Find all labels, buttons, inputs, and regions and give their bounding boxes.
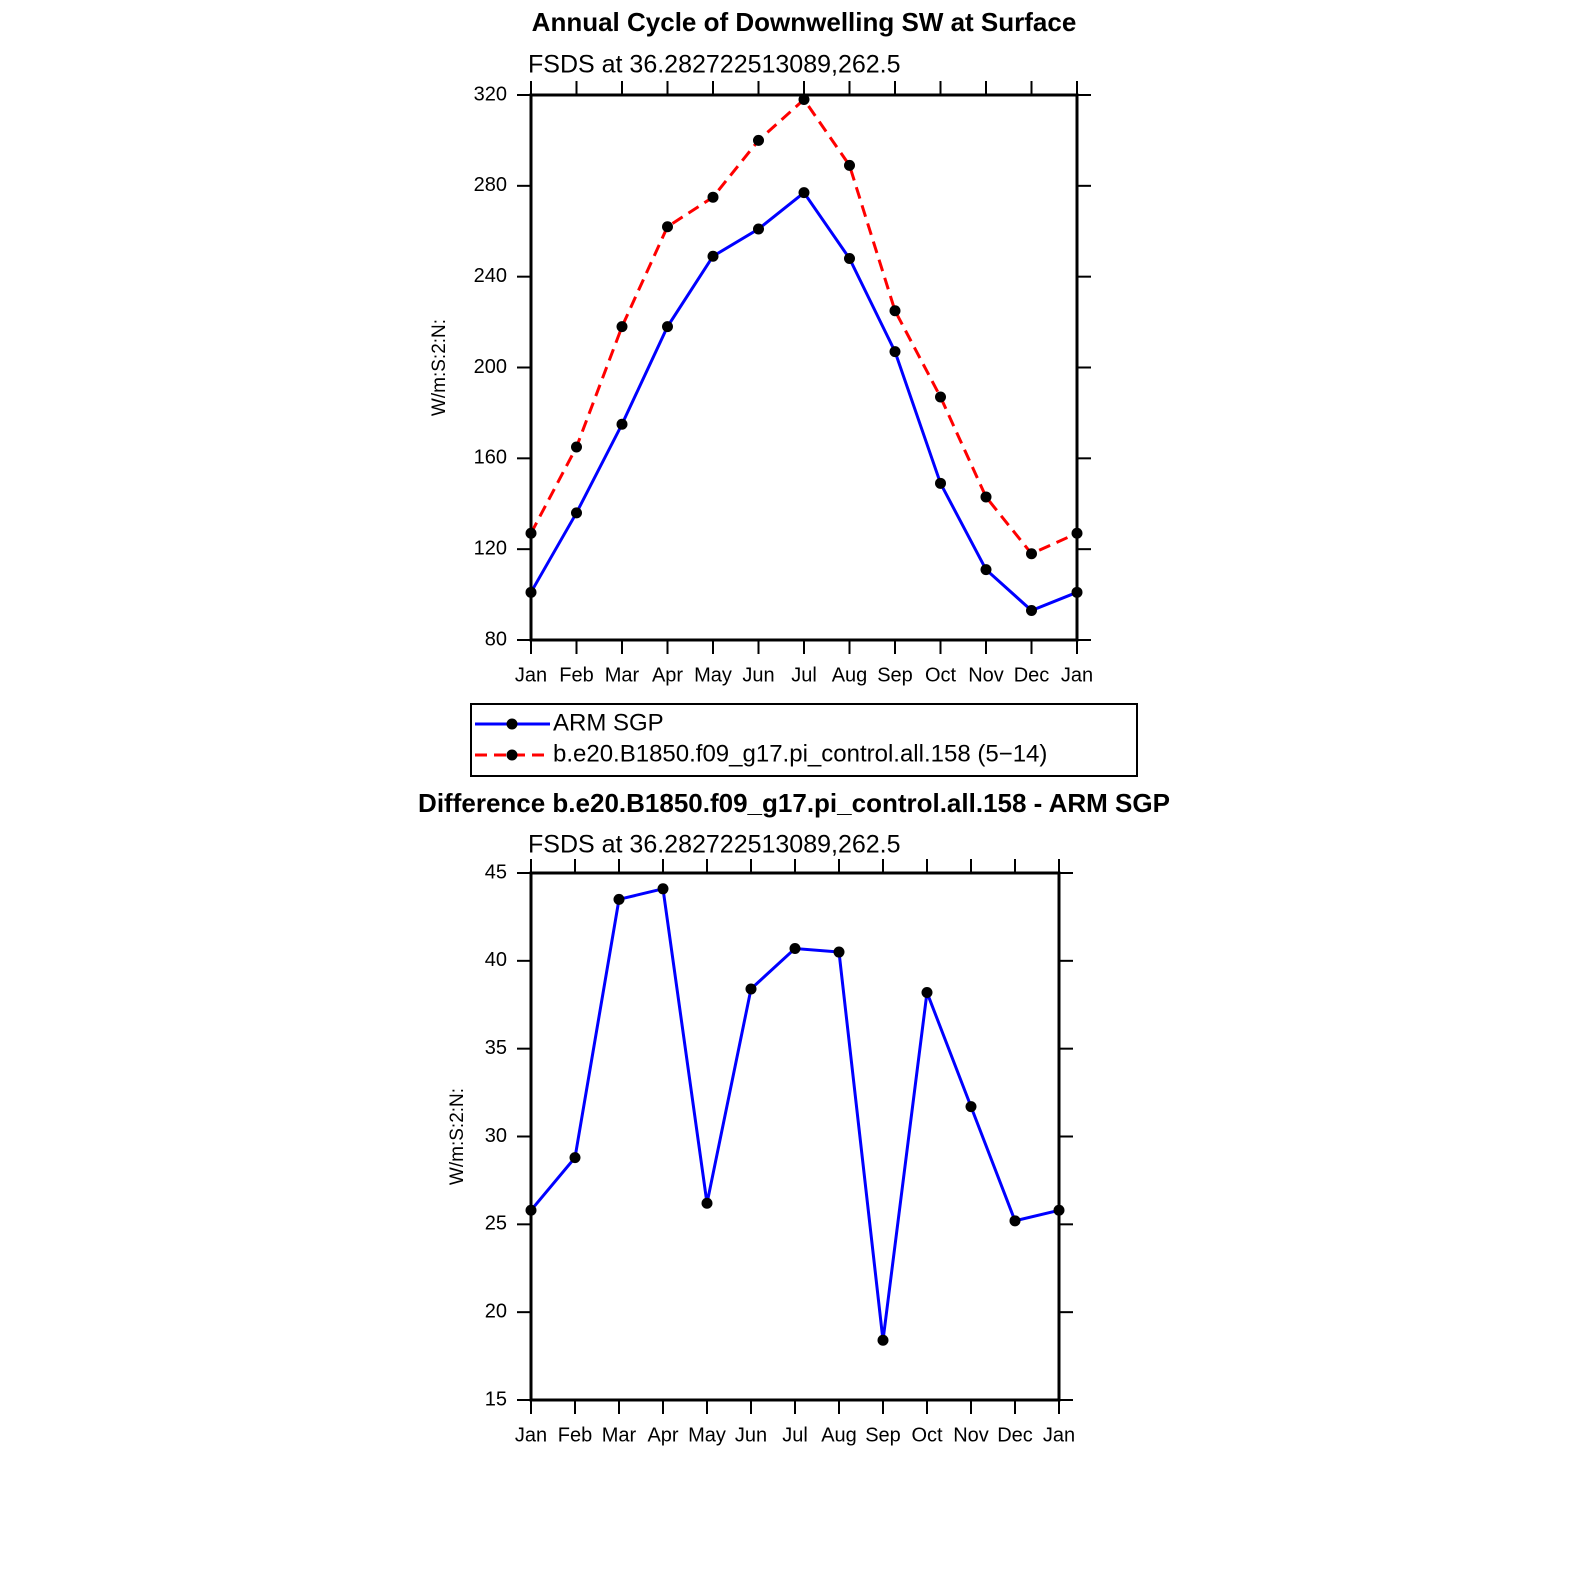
data-point: [613, 893, 625, 905]
x-tick-label: Nov: [968, 664, 1004, 686]
legend-marker: [506, 718, 518, 730]
y-tick-label: 30: [485, 1125, 507, 1147]
x-tick-label: Jul: [782, 1424, 808, 1446]
x-tick-label: Mar: [605, 664, 640, 686]
data-point: [844, 253, 855, 264]
data-point: [525, 527, 537, 539]
y-tick-label: 35: [485, 1037, 507, 1059]
data-point: [1026, 548, 1037, 560]
data-point: [571, 441, 582, 453]
data-point: [657, 883, 669, 895]
data-point: [833, 946, 845, 958]
data-point: [980, 564, 992, 576]
y-tick-label: 160: [474, 447, 507, 469]
series-line: [529, 886, 1060, 1341]
chart-subtitle: FSDS at 36.282722513089,262.5: [528, 51, 901, 79]
plot-frame: [529, 871, 1061, 1402]
data-point: [571, 507, 582, 519]
y-tick-label: 40: [485, 949, 507, 971]
x-tick-label: Aug: [821, 1424, 857, 1446]
y-tick-label: 280: [474, 174, 507, 196]
data-point: [935, 477, 946, 489]
data-point: [753, 134, 764, 146]
x-tick-label: Jul: [791, 664, 817, 686]
chart-title: Difference b.e20.B1850.f09_g17.pi_contro…: [418, 788, 1170, 818]
data-point: [707, 191, 719, 203]
x-tick-label: Jun: [742, 664, 774, 686]
data-point: [1071, 527, 1083, 539]
y-tick-label: 320: [474, 83, 507, 105]
y-tick-label: 120: [474, 537, 507, 559]
data-point: [1053, 1204, 1065, 1216]
legend-box: [470, 703, 1138, 777]
data-point: [1009, 1215, 1021, 1227]
y-axis-label: W/m:S:2:N:: [447, 1088, 468, 1185]
data-point: [662, 221, 673, 233]
plot-frame: [529, 93, 1079, 642]
data-point: [662, 321, 673, 333]
legend-label: b.e20.B1850.f09_g17.pi_control.all.158 (…: [553, 740, 1047, 767]
data-point: [921, 986, 933, 998]
x-tick-label: Nov: [953, 1424, 989, 1446]
data-point: [798, 94, 810, 106]
data-point: [1071, 586, 1083, 598]
data-point: [889, 305, 901, 317]
legend-label: ARM SGP: [553, 709, 664, 736]
data-point: [889, 346, 901, 358]
y-tick-label: 45: [485, 861, 507, 883]
x-tick-label: Sep: [865, 1424, 901, 1446]
data-point: [525, 1204, 537, 1216]
data-point: [965, 1101, 977, 1113]
y-tick-label: 25: [485, 1213, 507, 1235]
x-tick-label: Jan: [515, 664, 547, 686]
data-point: [616, 321, 628, 333]
x-tick-label: Dec: [997, 1424, 1033, 1446]
y-tick-label: 200: [474, 356, 507, 378]
data-point: [844, 159, 855, 171]
data-point: [753, 223, 764, 235]
data-point: [569, 1152, 581, 1164]
chart-title: Annual Cycle of Downwelling SW at Surfac…: [532, 7, 1077, 37]
x-tick-label: May: [688, 1424, 726, 1446]
x-tick-label: Feb: [558, 1424, 592, 1446]
x-tick-label: Oct: [911, 1424, 943, 1446]
x-tick-label: Jun: [735, 1424, 767, 1446]
x-tick-label: Dec: [1014, 664, 1050, 686]
x-tick-label: Oct: [925, 664, 957, 686]
data-point: [707, 250, 719, 262]
x-tick-label: Apr: [647, 1424, 678, 1446]
y-tick-label: 15: [485, 1388, 507, 1410]
legend-marker: [506, 749, 518, 761]
x-tick-label: May: [694, 664, 732, 686]
y-tick-label: 20: [485, 1300, 507, 1322]
data-point: [935, 391, 946, 403]
data-point: [980, 491, 992, 503]
y-tick-label: 80: [485, 628, 507, 650]
data-point: [745, 983, 757, 995]
chart-subtitle: FSDS at 36.282722513089,262.5: [528, 831, 901, 859]
series-line: [529, 97, 1078, 556]
x-tick-label: Jan: [1061, 664, 1093, 686]
x-tick-label: Aug: [832, 664, 868, 686]
data-point: [701, 1197, 713, 1209]
data-point: [1026, 604, 1037, 616]
data-point: [798, 187, 810, 199]
x-tick-label: Sep: [877, 664, 913, 686]
x-tick-label: Jan: [1043, 1424, 1075, 1446]
y-tick-label: 240: [474, 265, 507, 287]
x-tick-label: Jan: [515, 1424, 547, 1446]
data-point: [525, 586, 537, 598]
data-point: [616, 418, 628, 430]
series-line: [529, 190, 1078, 613]
x-tick-label: Feb: [559, 664, 593, 686]
y-axis-label: W/m:S:2:N:: [429, 319, 450, 416]
data-point: [877, 1334, 889, 1346]
x-tick-label: Apr: [652, 664, 683, 686]
data-point: [789, 943, 801, 955]
x-tick-label: Mar: [602, 1424, 637, 1446]
